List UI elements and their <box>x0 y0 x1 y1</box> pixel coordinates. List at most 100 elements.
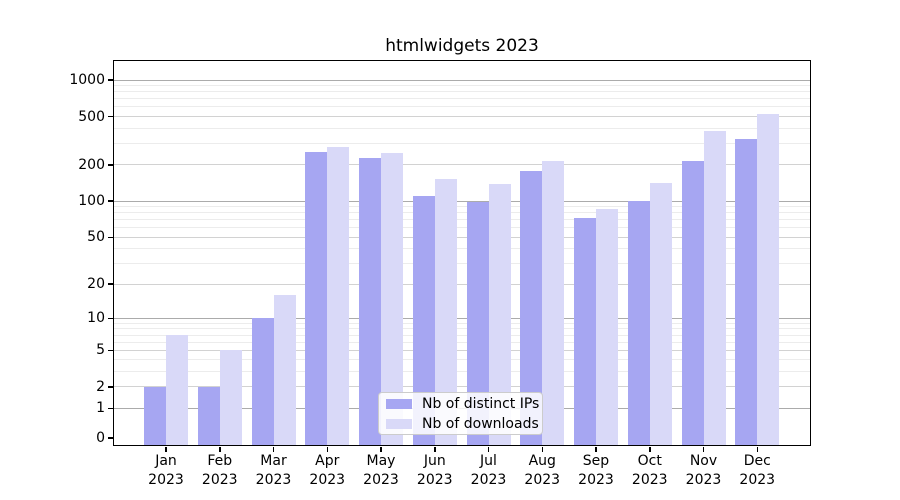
gridline-minor <box>114 91 810 93</box>
y-tick-mark <box>108 236 114 239</box>
bar-downloads-oct <box>649 182 672 445</box>
bar-downloads-mar <box>273 295 296 445</box>
bar-downloads-apr <box>327 147 350 445</box>
bar-ips-jun <box>412 195 435 445</box>
x-tick-mark <box>165 446 167 452</box>
legend-swatch-ips <box>386 398 412 409</box>
x-tick-mark <box>702 446 705 452</box>
bar-ips-oct <box>627 200 650 445</box>
x-tick-mark <box>434 446 436 452</box>
bar-ips-feb <box>197 386 220 445</box>
x-tick-month: May <box>366 453 396 469</box>
legend-label-downloads: Nb of downloads <box>422 415 539 432</box>
bar-ips-nov <box>681 160 704 445</box>
x-tick-month: Aug <box>528 453 556 469</box>
x-tick-month: Oct <box>637 453 662 469</box>
x-tick-month: Jul <box>480 453 497 469</box>
x-tick-month: Jan <box>155 453 177 469</box>
x-tick-mark <box>595 446 597 452</box>
y-tick-label: 0 <box>96 430 105 446</box>
bar-downloads-aug <box>542 161 565 445</box>
x-tick-mark <box>541 446 543 452</box>
gridline-minor <box>114 359 810 361</box>
legend-label-ips: Nb of distinct IPs <box>422 395 540 412</box>
y-tick-mark <box>108 115 114 118</box>
x-tick-year: 2023 <box>739 472 776 488</box>
y-tick-label: 200 <box>78 156 105 173</box>
x-tick-year: 2023 <box>201 472 238 488</box>
y-tick-mark <box>108 407 114 410</box>
gridline-major <box>114 386 810 388</box>
x-tick-year: 2023 <box>631 472 668 488</box>
x-tick-year: 2023 <box>309 472 346 488</box>
gridline-major <box>114 283 810 285</box>
x-tick-mark <box>380 446 382 452</box>
x-tick-mark <box>219 446 221 452</box>
bar-downloads-feb <box>219 350 242 445</box>
gridline-major <box>114 116 810 118</box>
x-tick-mark <box>649 446 651 452</box>
y-tick-mark <box>108 437 114 439</box>
x-tick-label-jun: Jun 2023 <box>393 452 477 490</box>
gridline-minor <box>114 85 810 87</box>
gridline-major <box>114 236 810 238</box>
x-tick-month: Mar <box>260 453 287 469</box>
y-tick-mark <box>108 349 114 352</box>
bar-ips-jan <box>144 386 166 445</box>
x-tick-label-feb: Feb 2023 <box>178 452 262 490</box>
gridline-minor <box>114 206 810 208</box>
x-tick-mark <box>487 446 490 452</box>
gridline-major <box>114 349 810 351</box>
x-tick-year: 2023 <box>148 472 184 488</box>
gridline-minor <box>114 263 810 265</box>
x-tick-year: 2023 <box>685 472 722 488</box>
x-tick-label-jul: Jul 2023 <box>447 452 531 490</box>
gridline-minor <box>114 248 810 250</box>
x-tick-label-dec: Dec 2023 <box>715 452 799 490</box>
x-tick-month: Nov <box>689 453 718 469</box>
y-tick-label: 10 <box>87 310 105 327</box>
y-tick-mark <box>108 164 114 166</box>
y-tick-mark <box>108 317 114 320</box>
x-tick-label-may: May 2023 <box>339 452 423 490</box>
x-tick-month: Feb <box>207 453 233 469</box>
x-tick-label-sep: Sep 2023 <box>554 452 638 490</box>
x-tick-month: Jun <box>423 453 446 469</box>
gridline-minor <box>114 328 810 330</box>
y-tick-label: 2 <box>96 378 105 395</box>
x-tick-label-nov: Nov 2023 <box>662 452 746 490</box>
x-tick-year: 2023 <box>363 472 399 488</box>
y-tick-label: 50 <box>87 229 105 246</box>
x-tick-label-apr: Apr 2023 <box>285 452 369 490</box>
x-tick-year: 2023 <box>578 472 614 488</box>
bar-ips-may <box>359 157 381 445</box>
bar-downloads-sep <box>596 209 618 445</box>
gridline-minor <box>114 127 810 129</box>
legend-item-downloads: Nb of downloads <box>386 416 539 432</box>
y-tick-mark <box>108 200 114 202</box>
gridline-minor <box>114 334 810 336</box>
chart-title: htmlwidgets 2023 <box>385 36 539 56</box>
gridline-minor <box>114 341 810 343</box>
bar-downloads-may <box>381 153 403 445</box>
y-tick-label: 100 <box>78 193 105 210</box>
bar-ips-aug <box>520 171 543 445</box>
bar-ips-sep <box>574 217 596 445</box>
y-tick-label: 1000 <box>69 72 105 88</box>
x-tick-year: 2023 <box>524 472 561 488</box>
x-tick-year: 2023 <box>255 472 292 488</box>
gridline-minor <box>114 322 810 324</box>
bar-ips-apr <box>305 152 328 445</box>
y-tick-label: 20 <box>87 276 105 293</box>
gridline-minor <box>114 227 810 229</box>
x-tick-year: 2023 <box>416 472 453 488</box>
y-tick-label: 1 <box>96 400 105 417</box>
bar-downloads-nov <box>703 131 726 445</box>
gridline-minor <box>114 142 810 144</box>
x-tick-mark <box>756 446 758 452</box>
y-tick-mark <box>108 386 114 388</box>
bar-ips-jul <box>466 202 489 445</box>
y-tick-mark <box>108 79 114 81</box>
x-tick-year: 2023 <box>470 472 507 488</box>
